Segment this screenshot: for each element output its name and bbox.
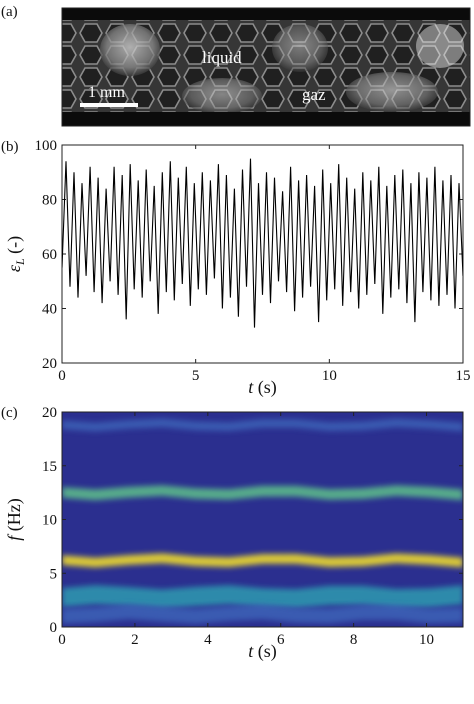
panel-label-b: (b) — [1, 139, 19, 155]
y-tick-label: 100 — [35, 138, 58, 154]
heatmap-band — [62, 553, 463, 568]
x-axis-title: t (s) — [248, 377, 277, 398]
chart-c: 0 2 4 6 8 10 0 5 10 15 20 t (s) f (Hz) — [4, 405, 464, 662]
panel-label-a: (a) — [1, 4, 18, 20]
heatmap-band — [62, 418, 463, 432]
x-tick-label: 0 — [58, 368, 66, 384]
x-tick-label: 6 — [277, 632, 285, 648]
x-tick-label: 15 — [456, 368, 471, 384]
foam-photograph — [61, 7, 471, 127]
heatmap-band — [62, 585, 463, 609]
x-tick-label: 0 — [58, 632, 66, 648]
y-tick-label: 60 — [42, 247, 57, 263]
heatmap-band — [62, 604, 463, 624]
heatmap-bands — [62, 418, 463, 624]
y-tick-label: 20 — [42, 356, 57, 372]
gas-label: gaz — [302, 85, 326, 104]
x-tick-label: 8 — [350, 632, 358, 648]
y-tick-label: 40 — [42, 302, 57, 318]
x-axis-title: t (s) — [248, 641, 277, 662]
heatmap-band — [62, 485, 463, 501]
y-axis-title: εL (-) — [4, 236, 27, 272]
liquid-label: liquid — [202, 48, 242, 67]
scale-bar — [80, 103, 138, 107]
y-tick-label: 10 — [42, 513, 57, 529]
panel-label-c: (c) — [1, 405, 18, 421]
y-tick-label: 15 — [42, 459, 57, 475]
scale-bar-label: 1 mm — [88, 84, 125, 101]
chart-b: 0 5 10 15 20 40 60 80 100 t (s) εL (-) — [4, 138, 471, 398]
series-line — [62, 158, 463, 328]
y-tick-label: 80 — [42, 193, 57, 209]
y-tick-label: 0 — [50, 620, 58, 636]
x-tick-label: 5 — [192, 368, 200, 384]
x-tick-label: 10 — [322, 368, 337, 384]
x-tick-label: 2 — [131, 632, 139, 648]
y-axis-title: f (Hz) — [4, 498, 25, 541]
y-tick-label: 20 — [42, 405, 57, 421]
y-tick-label: 5 — [50, 566, 58, 582]
x-tick-label: 4 — [204, 632, 212, 648]
x-tick-label: 10 — [419, 632, 434, 648]
